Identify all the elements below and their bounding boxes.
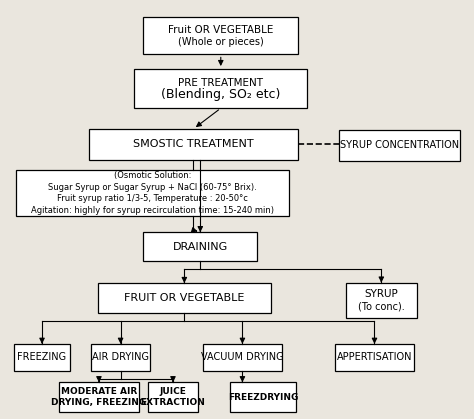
Text: Fruit OR VEGETABLE: Fruit OR VEGETABLE <box>168 25 273 35</box>
Text: JUICE: JUICE <box>160 387 186 396</box>
FancyBboxPatch shape <box>148 382 198 412</box>
FancyBboxPatch shape <box>134 69 307 108</box>
Text: (Blending, SO₂ etc): (Blending, SO₂ etc) <box>161 88 281 101</box>
Text: VACUUM DRYING: VACUUM DRYING <box>201 352 284 362</box>
FancyBboxPatch shape <box>346 283 417 318</box>
FancyBboxPatch shape <box>14 344 71 371</box>
Text: FREEZDRYING: FREEZDRYING <box>228 393 298 402</box>
FancyBboxPatch shape <box>143 17 298 54</box>
Text: SYRUP CONCENTRATION: SYRUP CONCENTRATION <box>340 140 459 150</box>
Text: SYRUP: SYRUP <box>365 290 398 300</box>
Text: MODERATE AIR: MODERATE AIR <box>61 387 137 396</box>
Text: DRAINING: DRAINING <box>173 242 228 252</box>
FancyBboxPatch shape <box>89 129 298 160</box>
Text: FRUIT OR VEGETABLE: FRUIT OR VEGETABLE <box>124 293 245 303</box>
Text: AIR DRYING: AIR DRYING <box>92 352 149 362</box>
FancyBboxPatch shape <box>202 344 283 371</box>
Text: Agitation: highly for syrup recirculation time: 15-240 min): Agitation: highly for syrup recirculatio… <box>31 206 274 215</box>
Text: (Osmotic Solution:: (Osmotic Solution: <box>114 171 191 180</box>
FancyBboxPatch shape <box>91 344 150 371</box>
Text: Fruit syrup ratio 1/3-5, Temperature : 20-50°c: Fruit syrup ratio 1/3-5, Temperature : 2… <box>57 194 248 203</box>
Text: SMOSTIC TREATMENT: SMOSTIC TREATMENT <box>133 140 254 150</box>
Text: EXTRACTION: EXTRACTION <box>140 398 205 408</box>
Text: DRYING, FREEZING: DRYING, FREEZING <box>51 398 146 408</box>
FancyBboxPatch shape <box>98 283 271 313</box>
Text: (To conc).: (To conc). <box>358 301 405 311</box>
FancyBboxPatch shape <box>59 382 139 412</box>
Text: PRE TREATMENT: PRE TREATMENT <box>178 78 263 88</box>
Text: FREEZING: FREEZING <box>18 352 66 362</box>
FancyBboxPatch shape <box>339 130 460 161</box>
Text: Sugar Syrup or Sugar Syrup + NaCl (60-75° Brix).: Sugar Syrup or Sugar Syrup + NaCl (60-75… <box>48 183 257 191</box>
FancyBboxPatch shape <box>335 344 414 371</box>
FancyBboxPatch shape <box>143 232 257 261</box>
FancyBboxPatch shape <box>16 170 289 216</box>
Text: (Whole or pieces): (Whole or pieces) <box>178 36 264 47</box>
FancyBboxPatch shape <box>230 382 296 412</box>
Text: APPERTISATION: APPERTISATION <box>337 352 412 362</box>
